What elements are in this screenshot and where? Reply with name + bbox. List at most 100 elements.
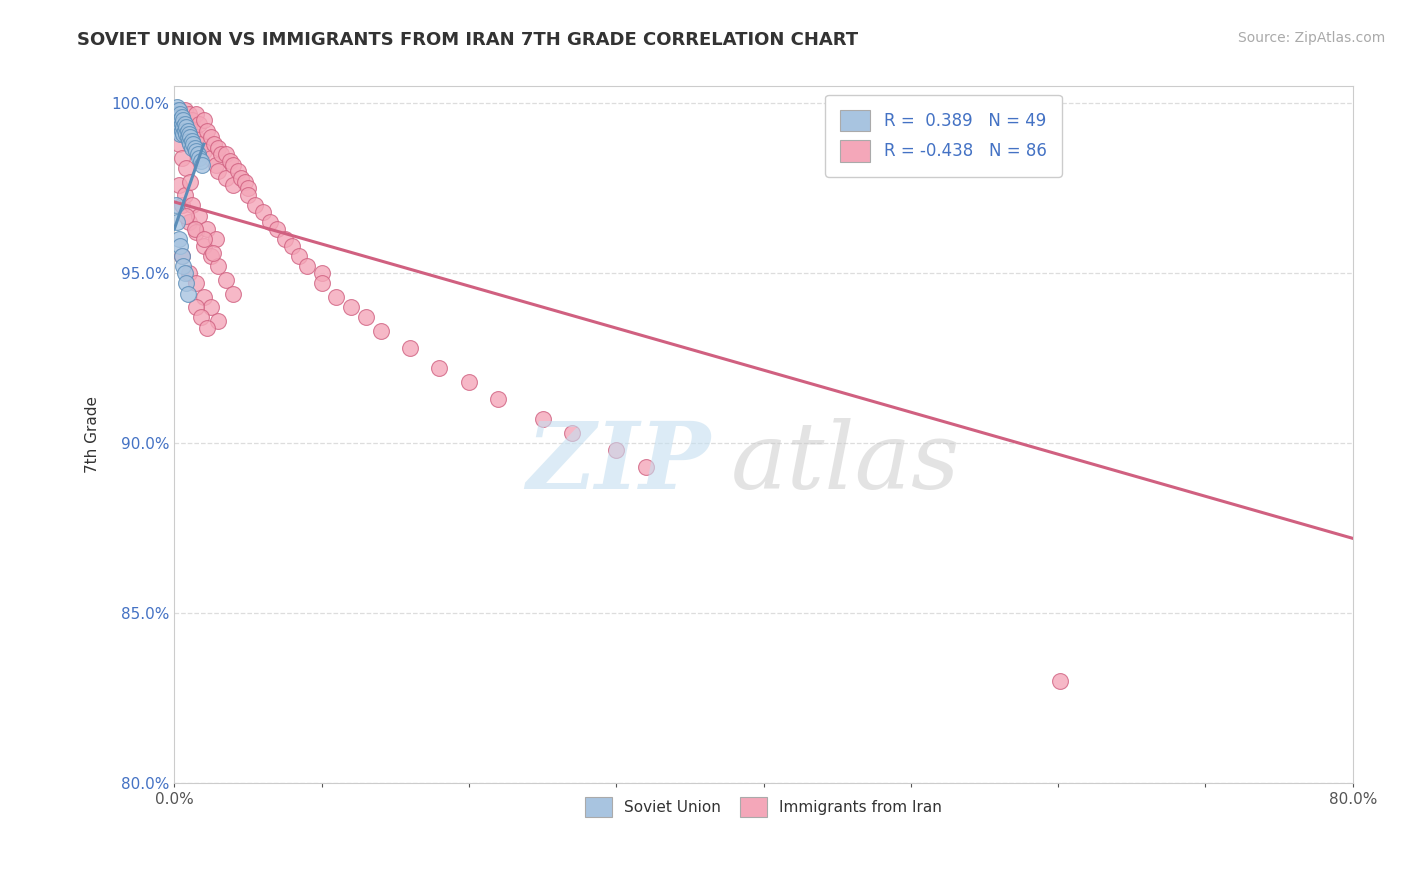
Point	[173, 103, 195, 117]
Point	[200, 300, 222, 314]
Point	[181, 113, 204, 128]
Point	[170, 249, 193, 263]
Point	[193, 239, 215, 253]
Text: Source: ZipAtlas.com: Source: ZipAtlas.com	[1237, 31, 1385, 45]
Point	[281, 239, 304, 253]
Point	[172, 127, 194, 141]
Point	[1049, 674, 1071, 689]
Point	[187, 147, 209, 161]
Point	[229, 171, 252, 186]
Point	[295, 260, 318, 274]
Legend: Soviet Union, Immigrants from Iran: Soviet Union, Immigrants from Iran	[576, 789, 950, 824]
Point	[486, 392, 509, 406]
Point	[207, 260, 229, 274]
Point	[219, 154, 242, 169]
Point	[165, 103, 187, 117]
Point	[181, 134, 204, 148]
Point	[174, 120, 197, 135]
Point	[288, 249, 311, 263]
Point	[166, 100, 188, 114]
Point	[215, 171, 238, 186]
Point	[245, 198, 267, 212]
Point	[173, 266, 195, 280]
Point	[174, 277, 197, 291]
Point	[166, 215, 188, 229]
Point	[166, 120, 188, 135]
Point	[170, 117, 193, 131]
Point	[176, 286, 198, 301]
Point	[188, 151, 211, 165]
Point	[561, 425, 583, 440]
Point	[193, 290, 215, 304]
Point	[207, 314, 229, 328]
Point	[226, 164, 249, 178]
Point	[167, 137, 190, 152]
Point	[165, 117, 187, 131]
Point	[167, 110, 190, 124]
Point	[186, 144, 208, 158]
Point	[167, 117, 190, 131]
Point	[325, 290, 347, 304]
Point	[172, 260, 194, 274]
Point	[222, 178, 245, 192]
Point	[173, 188, 195, 202]
Point	[222, 286, 245, 301]
Point	[204, 157, 226, 171]
Point	[169, 106, 191, 120]
Point	[195, 123, 218, 137]
Point	[177, 134, 200, 148]
Point	[193, 232, 215, 246]
Point	[176, 130, 198, 145]
Point	[172, 113, 194, 128]
Point	[165, 198, 187, 212]
Point	[174, 127, 197, 141]
Point	[193, 113, 215, 128]
Point	[167, 103, 190, 117]
Point	[259, 215, 281, 229]
Point	[195, 222, 218, 236]
Text: ZIP: ZIP	[526, 417, 710, 508]
Point	[174, 209, 197, 223]
Point	[170, 249, 193, 263]
Point	[236, 188, 259, 202]
Point	[173, 123, 195, 137]
Point	[190, 154, 212, 169]
Point	[191, 157, 214, 171]
Point	[340, 300, 363, 314]
Point	[170, 123, 193, 137]
Point	[165, 110, 187, 124]
Point	[169, 239, 191, 253]
Point	[176, 123, 198, 137]
Point	[169, 127, 191, 141]
Point	[166, 113, 188, 128]
Point	[167, 103, 190, 117]
Point	[200, 130, 222, 145]
Point	[311, 277, 333, 291]
Point	[167, 232, 190, 246]
Point	[370, 324, 392, 338]
Point	[209, 147, 232, 161]
Point	[177, 120, 200, 135]
Point	[200, 151, 222, 165]
Point	[193, 144, 215, 158]
Point	[174, 161, 197, 175]
Point	[166, 106, 188, 120]
Point	[195, 320, 218, 334]
Point	[215, 273, 238, 287]
Point	[605, 442, 627, 457]
Point	[181, 140, 204, 154]
Point	[207, 140, 229, 154]
Point	[169, 113, 191, 128]
Point	[170, 110, 193, 124]
Point	[274, 232, 297, 246]
Point	[170, 198, 193, 212]
Point	[184, 222, 207, 236]
Point	[190, 137, 212, 152]
Point	[186, 226, 208, 240]
Point	[179, 137, 201, 152]
Point	[170, 151, 193, 165]
Point	[202, 137, 225, 152]
Point	[177, 215, 200, 229]
Point	[167, 178, 190, 192]
Point	[204, 232, 226, 246]
